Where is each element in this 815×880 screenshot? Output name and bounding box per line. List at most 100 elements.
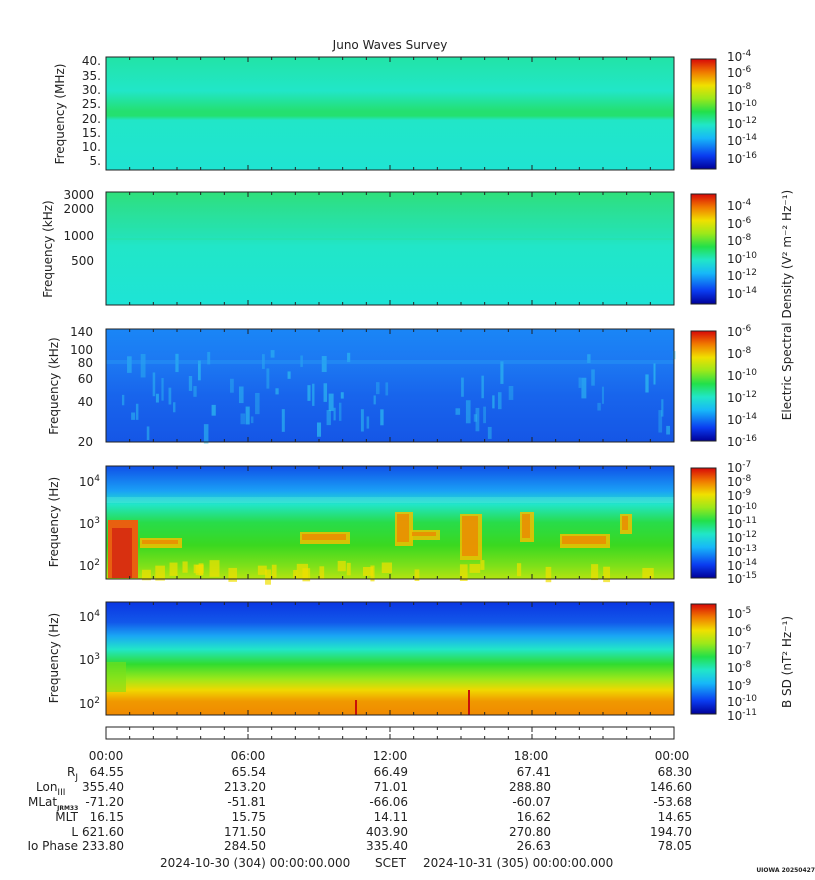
xtick-label: 06:00	[231, 749, 266, 763]
emission-burst	[207, 351, 211, 365]
emission-burst	[281, 409, 285, 432]
cbar-label: 10-16	[727, 151, 757, 166]
ephem-label: MLatJRM33	[28, 795, 78, 812]
emission-patch	[155, 565, 165, 581]
emission-patch	[141, 569, 151, 581]
axis-ticks	[105, 57, 675, 739]
cbar-label: 10-11	[727, 708, 757, 723]
colorbar-panel-2: 10-4 10-6 10-8 10-10 10-12 10-14	[690, 193, 757, 305]
emission-burst	[473, 414, 478, 422]
cbar-label: 10-4	[727, 198, 752, 213]
yticks-panel-4: 104 103 102	[79, 474, 100, 573]
cbar-label: 10-6	[727, 216, 752, 231]
ephem-value: 270.80	[509, 825, 551, 839]
ephem-row-lon: LonIII 355.40 213.20 71.01 288.80 146.60	[36, 780, 692, 798]
emission-burst	[347, 352, 351, 363]
cbar-label: 10-16	[727, 434, 757, 449]
emission-patch	[414, 569, 420, 581]
ytick: 25.	[82, 97, 101, 111]
emission-patch	[337, 560, 346, 572]
emission-burst	[275, 388, 279, 395]
cbar-label: 10-14	[727, 133, 757, 148]
emission-features	[106, 350, 676, 444]
emission-spike	[468, 690, 470, 715]
ytick: 60	[78, 372, 93, 386]
emission-patch	[271, 564, 277, 578]
emission-patch	[480, 560, 485, 570]
yticks-panel-3: 140 100 80 60 40 20	[70, 325, 93, 449]
emission-burst	[483, 406, 486, 424]
emission-burst	[161, 378, 164, 401]
cbar-label: 10-8	[727, 82, 752, 97]
emission-burst	[211, 404, 216, 416]
ytick: 1000	[63, 229, 94, 243]
emission-burst	[197, 360, 201, 381]
ephem-value: 288.80	[509, 780, 551, 794]
footer-start-time: 2024-10-30 (304) 00:00:00.000	[160, 856, 350, 870]
emission-burst	[193, 386, 197, 397]
ytick: 104	[79, 609, 100, 624]
ytick: 140	[70, 325, 93, 339]
emission-patch	[603, 566, 611, 583]
emission-burst	[323, 383, 328, 402]
emission-burst	[175, 353, 179, 373]
ephem-value: -71.20	[85, 795, 124, 809]
emission-burst	[492, 395, 495, 409]
ephem-value: 64.55	[90, 765, 124, 779]
emission-patch	[545, 566, 552, 583]
ephem-value: 14.65	[658, 810, 692, 824]
ytick: 2000	[63, 202, 94, 216]
colorbar-panel-3: 10-6 10-8 10-10 10-12 10-14 10-16	[690, 324, 757, 449]
emission-patch	[397, 514, 409, 542]
cbar-label: 10-4	[727, 49, 752, 64]
cbar-label: 10-6	[727, 65, 752, 80]
emission-burst	[328, 393, 334, 412]
emission-burst	[661, 399, 664, 417]
panel-lfr-low: Frequency (Hz) 104 103 102 10-7 10-8 10-…	[47, 460, 757, 586]
cbar-label: 10-10	[727, 502, 757, 517]
ytick: 35.	[82, 69, 101, 83]
cbar-label: 10-10	[727, 99, 757, 114]
cbar-label: 10-12	[727, 116, 757, 131]
ytick: 20.	[82, 112, 101, 126]
footer: 2024-10-30 (304) 00:00:00.000 SCET 2024-…	[160, 856, 815, 874]
emission-patch	[412, 532, 436, 536]
emission-patch	[293, 569, 298, 579]
emission-burst	[360, 409, 364, 432]
emission-burst	[333, 407, 336, 421]
ylabel-panel-3: Frequency (kHz)	[47, 337, 61, 434]
electric-colorbar-title: Electric Spectral Density (V² m⁻² Hz⁻¹)	[780, 190, 794, 420]
panel-lfr-high: Frequency (kHz) 140 100 80 60 40 20 10-6…	[47, 324, 757, 449]
emission-patch	[516, 563, 522, 577]
cbar-label: 10-10	[727, 251, 757, 266]
emission-burst	[666, 425, 670, 435]
cbar-label: 10-8	[727, 660, 752, 675]
emission-burst	[385, 382, 389, 396]
emission-burst	[645, 374, 649, 393]
emission-patch	[522, 514, 530, 538]
emission-patch	[193, 564, 204, 574]
cbar-label: 10-8	[727, 346, 752, 361]
ephem-value: 146.60	[650, 780, 692, 794]
emission-burst	[188, 375, 193, 391]
cbar-label: 10-9	[727, 488, 752, 503]
ylabel-panel-5: Frequency (Hz)	[47, 613, 61, 704]
emission-patch	[257, 565, 267, 575]
ephem-label: Io Phase	[27, 839, 78, 853]
ephem-value: 355.40	[82, 780, 124, 794]
time-axis-labels: 00:00 06:00 12:00 18:00 00:00	[89, 749, 690, 763]
cbar-label: 10-10	[727, 368, 757, 383]
emission-burst	[601, 386, 604, 404]
ytick: 40	[78, 395, 93, 409]
ephem-value: -53.68	[653, 795, 692, 809]
emission-patch	[381, 562, 392, 574]
emission-burst	[658, 410, 663, 433]
emission-burst	[131, 412, 136, 420]
emission-burst	[135, 403, 139, 420]
emission-spike	[355, 700, 357, 715]
emission-patch	[362, 567, 374, 576]
panel-hfr-high: Frequency (MHz) 40. 35. 30. 25. 20. 15. …	[53, 49, 757, 171]
ephem-value: 213.20	[224, 780, 266, 794]
emission-burst	[230, 378, 234, 393]
